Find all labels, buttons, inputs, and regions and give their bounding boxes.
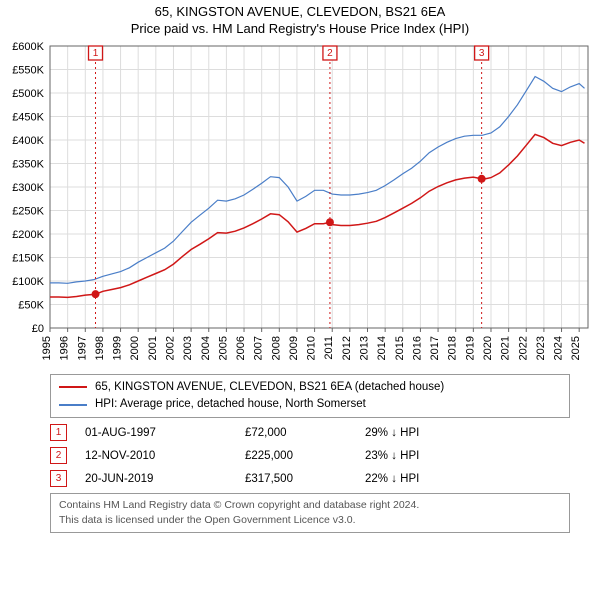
title-line-2: Price paid vs. HM Land Registry's House … — [0, 21, 600, 38]
legend-label: HPI: Average price, detached house, Nort… — [95, 396, 366, 413]
svg-text:£350K: £350K — [12, 158, 44, 170]
svg-text:1995: 1995 — [41, 336, 53, 360]
svg-text:1999: 1999 — [112, 336, 124, 360]
svg-text:£450K: £450K — [12, 111, 44, 123]
legend-row: 65, KINGSTON AVENUE, CLEVEDON, BS21 6EA … — [59, 379, 561, 396]
title-line-1: 65, KINGSTON AVENUE, CLEVEDON, BS21 6EA — [0, 4, 600, 21]
svg-text:2003: 2003 — [182, 336, 194, 360]
sale-date: 12-NOV-2010 — [85, 450, 245, 462]
svg-text:2: 2 — [327, 48, 333, 59]
svg-text:2011: 2011 — [323, 336, 335, 360]
svg-text:2020: 2020 — [482, 336, 494, 360]
svg-text:2025: 2025 — [570, 336, 582, 360]
svg-text:£550K: £550K — [12, 64, 44, 76]
svg-text:2019: 2019 — [464, 336, 476, 360]
svg-text:2002: 2002 — [164, 336, 176, 360]
svg-text:1997: 1997 — [76, 336, 88, 360]
legend-label: 65, KINGSTON AVENUE, CLEVEDON, BS21 6EA … — [95, 379, 444, 396]
svg-text:2024: 2024 — [553, 336, 565, 360]
sale-date: 01-AUG-1997 — [85, 427, 245, 439]
svg-text:2022: 2022 — [517, 336, 529, 360]
marker-badge: 2 — [50, 447, 67, 464]
svg-text:2000: 2000 — [129, 336, 141, 360]
svg-text:£50K: £50K — [18, 299, 44, 311]
svg-text:£150K: £150K — [12, 252, 44, 264]
legend-row: HPI: Average price, detached house, Nort… — [59, 396, 561, 413]
legend-swatch — [59, 386, 87, 388]
sale-price: £317,500 — [245, 473, 365, 485]
svg-text:2010: 2010 — [306, 336, 318, 360]
table-row: 2 12-NOV-2010 £225,000 23% ↓ HPI — [50, 447, 570, 464]
svg-text:2014: 2014 — [376, 336, 388, 360]
chart-svg: £0 £50K £100K £150K £200K £250K £300K £350K £400… — [0, 38, 600, 368]
svg-text:2013: 2013 — [359, 336, 371, 360]
sale-diff: 23% ↓ HPI — [365, 450, 419, 462]
svg-text:2023: 2023 — [535, 336, 547, 360]
table-row: 3 20-JUN-2019 £317,500 22% ↓ HPI — [50, 470, 570, 487]
svg-text:2005: 2005 — [217, 336, 229, 360]
svg-text:2012: 2012 — [341, 336, 353, 360]
svg-text:1998: 1998 — [94, 336, 106, 360]
marker-badge: 1 — [50, 424, 67, 441]
svg-text:2001: 2001 — [147, 336, 159, 360]
svg-text:2017: 2017 — [429, 336, 441, 360]
attribution-box: Contains HM Land Registry data © Crown c… — [50, 493, 570, 532]
sale-diff: 22% ↓ HPI — [365, 473, 419, 485]
svg-text:£0: £0 — [32, 323, 44, 335]
svg-text:2016: 2016 — [411, 336, 423, 360]
svg-text:£100K: £100K — [12, 276, 44, 288]
chart-area: £0 £50K £100K £150K £200K £250K £300K £350K £400… — [0, 38, 600, 368]
svg-text:2008: 2008 — [270, 336, 282, 360]
svg-text:1996: 1996 — [59, 336, 71, 360]
svg-text:2021: 2021 — [500, 336, 512, 360]
svg-text:2007: 2007 — [253, 336, 265, 360]
sale-price: £225,000 — [245, 450, 365, 462]
svg-text:£200K: £200K — [12, 229, 44, 241]
sale-diff: 29% ↓ HPI — [365, 427, 419, 439]
svg-text:2009: 2009 — [288, 336, 300, 360]
chart-titles: 65, KINGSTON AVENUE, CLEVEDON, BS21 6EA … — [0, 0, 600, 38]
svg-text:2015: 2015 — [394, 336, 406, 360]
svg-text:2018: 2018 — [447, 336, 459, 360]
marker-badge: 3 — [50, 470, 67, 487]
sale-marker-table: 1 01-AUG-1997 £72,000 29% ↓ HPI 2 12-NOV… — [50, 424, 570, 487]
attribution-line: Contains HM Land Registry data © Crown c… — [59, 498, 561, 513]
svg-text:2006: 2006 — [235, 336, 247, 360]
table-row: 1 01-AUG-1997 £72,000 29% ↓ HPI — [50, 424, 570, 441]
sale-date: 20-JUN-2019 — [85, 473, 245, 485]
sale-price: £72,000 — [245, 427, 365, 439]
svg-text:3: 3 — [479, 48, 485, 59]
attribution-line: This data is licensed under the Open Gov… — [59, 513, 561, 528]
svg-text:£500K: £500K — [12, 88, 44, 100]
legend-swatch — [59, 404, 87, 406]
svg-text:£600K: £600K — [12, 41, 44, 53]
svg-text:£250K: £250K — [12, 205, 44, 217]
svg-text:2004: 2004 — [200, 336, 212, 360]
legend-box: 65, KINGSTON AVENUE, CLEVEDON, BS21 6EA … — [50, 374, 570, 419]
svg-text:1: 1 — [93, 48, 99, 59]
svg-text:£400K: £400K — [12, 135, 44, 147]
svg-text:£300K: £300K — [12, 182, 44, 194]
